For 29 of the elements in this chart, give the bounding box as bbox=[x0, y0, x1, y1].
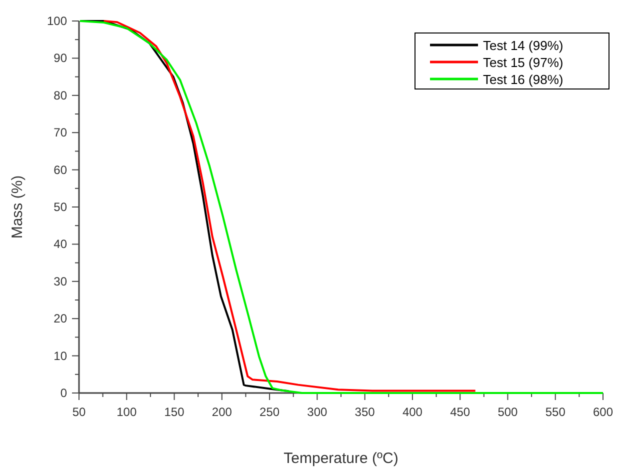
x-tick-label: 250 bbox=[260, 405, 280, 419]
y-tick-label: 50 bbox=[54, 200, 68, 214]
legend-label: Test 14 (99%) bbox=[483, 38, 564, 53]
y-tick-label: 80 bbox=[54, 88, 68, 102]
x-tick-label: 350 bbox=[354, 405, 376, 419]
y-tick-label: 30 bbox=[54, 274, 68, 288]
x-tick-label: 300 bbox=[307, 405, 328, 419]
y-tick-label: 20 bbox=[54, 312, 68, 326]
x-axis-title: Temperature (ºC) bbox=[284, 450, 398, 467]
y-tick-label: 0 bbox=[60, 386, 68, 400]
x-tick-label: 550 bbox=[545, 405, 566, 419]
line-series bbox=[102, 20, 476, 392]
x-tick-label: 600 bbox=[592, 405, 614, 419]
x-tick-label: 400 bbox=[402, 405, 423, 419]
y-tick-label: 70 bbox=[54, 126, 68, 140]
x-tick-label: 450 bbox=[450, 405, 470, 419]
y-tick-label: 40 bbox=[54, 237, 68, 252]
x-tick-label: 50 bbox=[72, 405, 86, 419]
y-tick-label: 10 bbox=[54, 348, 68, 363]
y-tick-label: 60 bbox=[54, 162, 68, 177]
x-tick-label: 150 bbox=[164, 405, 185, 419]
legend-label: Test 16 (98%) bbox=[483, 72, 564, 87]
x-tick-label: 200 bbox=[212, 405, 232, 419]
y-axis-title: Mass (%) bbox=[9, 175, 26, 239]
x-tick-label: 500 bbox=[498, 405, 518, 419]
y-tick-label: 100 bbox=[46, 14, 68, 28]
legend-label: Test 15 (97%) bbox=[483, 55, 564, 70]
x-tick-label: 100 bbox=[116, 405, 137, 419]
y-tick-label: 90 bbox=[54, 51, 68, 66]
